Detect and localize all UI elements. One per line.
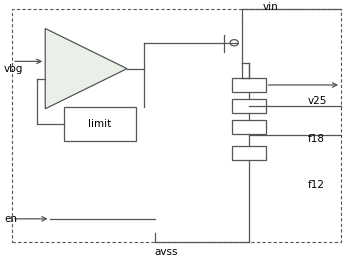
Polygon shape <box>45 28 127 109</box>
Text: vin: vin <box>263 2 278 12</box>
Text: en: en <box>4 214 17 224</box>
Bar <box>232 99 266 113</box>
Text: avss: avss <box>155 247 179 257</box>
Text: f12: f12 <box>308 180 325 190</box>
Text: v25: v25 <box>308 96 327 106</box>
Bar <box>232 120 266 134</box>
Bar <box>64 107 136 141</box>
Text: limit: limit <box>88 119 112 129</box>
Bar <box>232 146 266 160</box>
Circle shape <box>230 40 238 46</box>
Text: f18: f18 <box>308 134 325 143</box>
Bar <box>232 78 266 92</box>
Text: vbg: vbg <box>4 64 24 74</box>
